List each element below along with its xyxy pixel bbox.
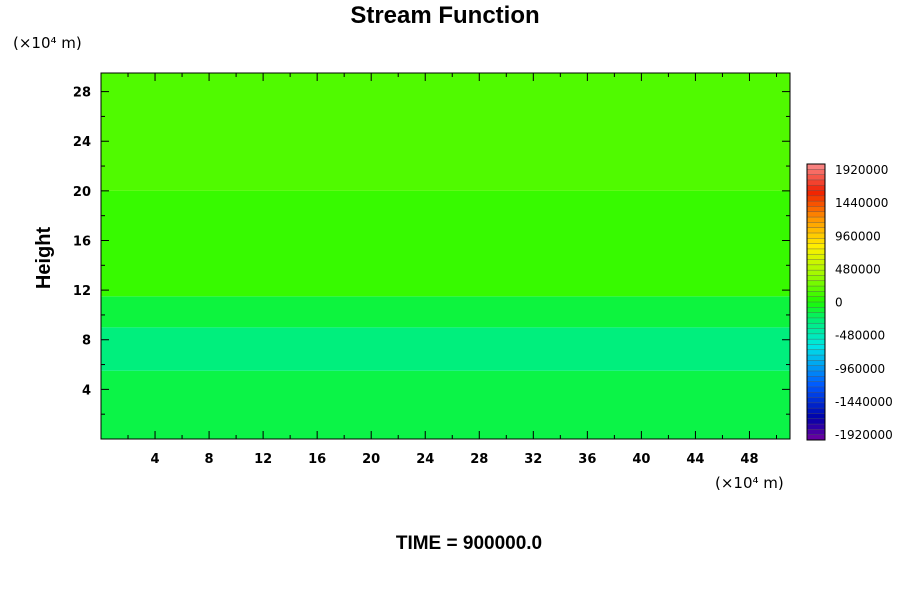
colorbar-segment	[807, 328, 825, 335]
colorbar-segment	[807, 392, 825, 398]
colorbar-segment	[807, 333, 825, 340]
chart-title: Stream Function	[350, 2, 539, 29]
heatmap-band-2	[101, 296, 790, 328]
colorbar-label: 480000	[835, 262, 881, 276]
x-tick-label: 32	[524, 452, 542, 467]
colorbar-segment	[807, 254, 825, 260]
colorbar-segment	[807, 243, 825, 250]
colorbar-segment	[807, 371, 825, 377]
colorbar-segment	[807, 174, 825, 181]
colorbar-segment	[807, 286, 825, 292]
y-tick-label: 16	[73, 234, 91, 249]
colorbar-label: -1920000	[835, 428, 893, 442]
colorbar-segment	[807, 307, 825, 314]
colorbar-segment	[807, 206, 825, 213]
colorbar-segment	[807, 275, 825, 282]
x-tick-label: 36	[578, 452, 596, 467]
colorbar-segment	[807, 233, 825, 239]
plot-frame	[100, 72, 791, 440]
colorbar-segment	[807, 349, 825, 356]
y-axis-unit: (×10⁴ m)	[13, 34, 82, 52]
colorbar: 1920000 1440000 960000 480000 0 -480000 -96000…	[806, 163, 893, 442]
colorbar-segment	[807, 323, 825, 329]
colorbar-segment	[807, 339, 825, 345]
y-axis-ticks: 4 8 12 16 20 24 28	[73, 86, 790, 415]
heatmap-band-0	[101, 370, 790, 439]
colorbar-segment	[807, 381, 825, 388]
colorbar-segment	[807, 222, 825, 229]
colorbar-segment	[807, 360, 825, 367]
colorbar-segment	[807, 397, 825, 404]
colorbar-segment	[807, 238, 825, 245]
colorbar-segment	[807, 227, 825, 234]
colorbar-segment	[807, 270, 825, 276]
x-tick-label: 8	[205, 452, 214, 467]
colorbar-segment	[807, 434, 825, 441]
colorbar-label: -480000	[835, 329, 885, 343]
colorbar-segment	[807, 402, 825, 409]
colorbar-segment	[807, 164, 825, 170]
x-tick-label: 44	[686, 452, 704, 467]
colorbar-segment	[807, 195, 825, 202]
colorbar-segment	[807, 365, 825, 372]
heatmap-field	[101, 73, 790, 439]
colorbar-segment	[807, 185, 825, 191]
colorbar-segment	[807, 344, 825, 351]
colorbar-segment	[807, 248, 825, 255]
colorbar-segment	[807, 376, 825, 383]
y-tick-label: 28	[73, 86, 91, 101]
x-tick-label: 16	[308, 452, 326, 467]
x-tick-label: 40	[632, 452, 650, 467]
colorbar-segment	[807, 291, 825, 298]
colorbar-label: 960000	[835, 229, 881, 243]
x-axis-ticks: 4 8 12 16 20 24 28 32 36 40 44 48	[127, 73, 777, 467]
colorbar-label: -960000	[835, 362, 885, 376]
y-tick-label: 20	[73, 185, 91, 200]
colorbar-segment	[807, 264, 825, 271]
colorbar-segment	[807, 211, 825, 218]
y-axis-label: Height	[33, 227, 55, 290]
x-tick-label: 24	[416, 452, 434, 467]
x-tick-label: 4	[151, 452, 160, 467]
colorbar-segment	[807, 424, 825, 430]
colorbar-segment	[807, 355, 825, 361]
x-tick-label: 28	[470, 452, 488, 467]
colorbar-segment	[807, 169, 825, 176]
colorbar-segment	[807, 408, 825, 414]
y-tick-label: 12	[73, 284, 91, 299]
heatmap-band-1	[101, 327, 790, 371]
colorbar-frame	[806, 163, 826, 441]
colorbar-label: -1440000	[835, 395, 893, 409]
colorbar-segment	[807, 413, 825, 420]
colorbar-segment	[807, 296, 825, 303]
colorbar-label: 1440000	[835, 196, 888, 210]
colorbar-label: 1920000	[835, 163, 888, 177]
heatmap-band-4	[101, 73, 790, 191]
colorbar-segment	[807, 312, 825, 319]
time-label: TIME = 900000.0	[396, 533, 542, 554]
colorbar-segment	[807, 386, 825, 393]
y-tick-label: 8	[82, 334, 91, 349]
y-tick-label: 24	[73, 135, 91, 150]
colorbar-segment	[807, 280, 825, 287]
colorbar-segment	[807, 418, 825, 425]
colorbar-segment	[807, 190, 825, 197]
colorbar-segment	[807, 217, 825, 223]
colorbar-segment	[807, 201, 825, 207]
colorbar-segment	[807, 317, 825, 324]
x-tick-label: 48	[740, 452, 758, 467]
x-axis-unit: (×10⁴ m)	[715, 474, 784, 492]
y-tick-label: 4	[82, 383, 91, 398]
colorbar-segment	[807, 429, 825, 436]
x-tick-label: 12	[254, 452, 272, 467]
heatmap-band-3	[101, 190, 790, 297]
colorbar-segment	[807, 179, 825, 186]
colorbar-segment	[807, 259, 825, 266]
colorbar-segment	[807, 302, 825, 308]
colorbar-label: 0	[835, 296, 843, 310]
x-tick-label: 20	[362, 452, 380, 467]
